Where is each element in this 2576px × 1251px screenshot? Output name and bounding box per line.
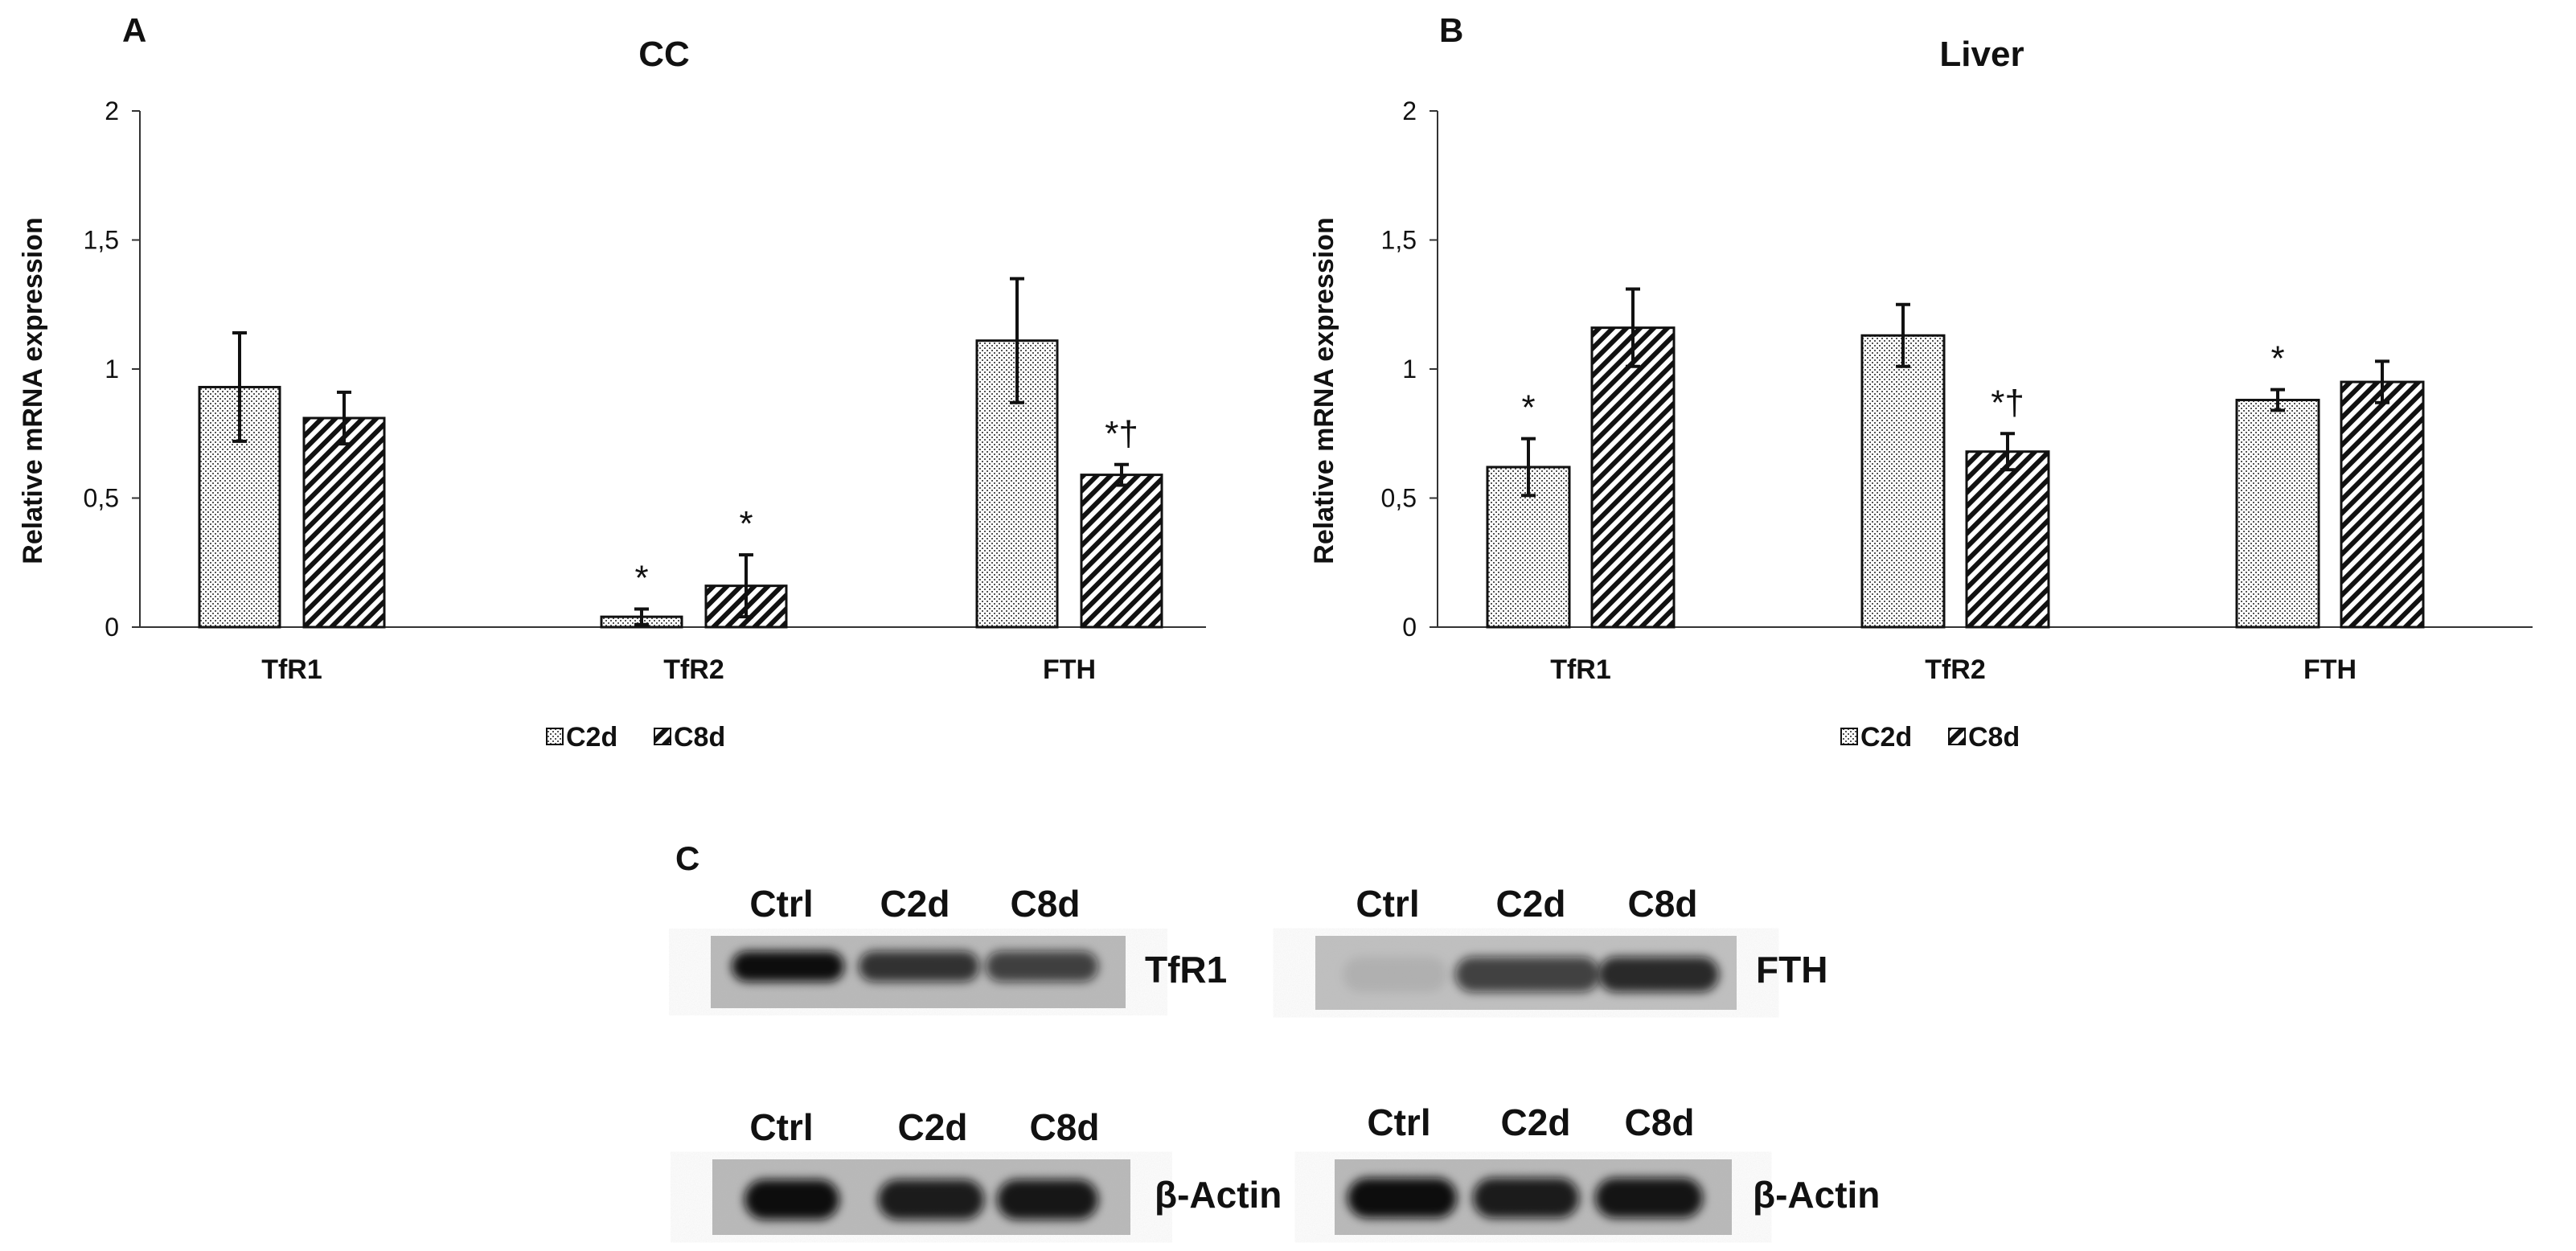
lane-label-ctrl: Ctrl xyxy=(749,883,813,925)
x-tick-label-tfr2: TfR2 xyxy=(1925,654,1986,685)
plot-area: 0 0,5 1 1,5 2 TfR1 TfR2 FTH * * *† xyxy=(84,96,1206,685)
chart-title: Liver xyxy=(1939,35,2024,74)
panel-label-c: C xyxy=(675,839,699,877)
legend-swatch-c8d xyxy=(654,728,671,745)
legend-label-c8d: C8d xyxy=(674,722,725,753)
plot-area: 0 0,5 1 1,5 2 TfR1 TfR2 FTH * * *† xyxy=(1381,96,2533,685)
band-c2d xyxy=(1455,957,1600,992)
y-tick-label: 1,5 xyxy=(1381,226,1417,255)
lane-label-c2d: C2d xyxy=(880,883,950,925)
legend-swatch-c2d xyxy=(1840,728,1858,745)
band-ctrl xyxy=(744,1179,839,1220)
x-tick-label-fth: FTH xyxy=(1043,654,1096,685)
lane-label-c8d: C8d xyxy=(1030,1106,1100,1148)
blot-bands xyxy=(732,951,1098,982)
band-ctrl xyxy=(732,951,844,982)
y-tick-label: 0 xyxy=(1402,613,1417,642)
blot-fth: Ctrl C2d C8d FTH xyxy=(1315,883,1827,1010)
blot-beta-actin-left: Ctrl C2d C8d β-Actin xyxy=(712,1106,1282,1235)
legend-label-c8d: C8d xyxy=(1968,722,2020,753)
blot-bands xyxy=(1347,1178,1703,1218)
significance-marker: * xyxy=(1521,388,1535,428)
bar-c2d-fth xyxy=(2235,399,2320,629)
band-c8d xyxy=(1598,957,1719,992)
lane-label-c2d: C2d xyxy=(1501,1101,1571,1143)
bar-c8d-tfr1 xyxy=(1590,326,1676,629)
band-ctrl xyxy=(1343,957,1447,992)
y-tick-label: 1 xyxy=(1402,355,1417,384)
blot-bands xyxy=(1343,957,1719,992)
bar-c8d-tfr2 xyxy=(1965,450,2050,629)
lane-label-ctrl: Ctrl xyxy=(749,1106,813,1148)
y-axis-label: Relative mRNA expression xyxy=(1309,217,1339,564)
band-c2d xyxy=(1473,1178,1579,1218)
lane-label-c8d: C8d xyxy=(1011,883,1081,925)
band-c8d xyxy=(997,1179,1098,1220)
bar-c8d-tfr1 xyxy=(302,416,386,629)
blot-beta-actin-right: Ctrl C2d C8d β-Actin xyxy=(1335,1101,1880,1235)
panel-label-b: B xyxy=(1439,11,1463,49)
x-tick-label-tfr2: TfR2 xyxy=(663,654,724,685)
bar-c2d-tfr2 xyxy=(1860,334,1946,629)
chart-title: CC xyxy=(638,35,690,74)
lane-label-c2d: C2d xyxy=(898,1106,968,1148)
x-tick-label-tfr1: TfR1 xyxy=(1550,654,1611,685)
bar-c8d-fth xyxy=(2340,380,2425,629)
chart-liver: Liver Relative mRNA expression 0 0,5 1 1,5 2… xyxy=(1309,35,2533,753)
y-tick-label: 0 xyxy=(105,613,119,642)
protein-label: β-Actin xyxy=(1753,1174,1880,1216)
significance-marker: *† xyxy=(1991,383,2024,422)
legend-label-c2d: C2d xyxy=(566,722,617,753)
legend-label-c2d: C2d xyxy=(1860,722,1912,753)
chart-cc: CC Relative mRNA expression 0 0,5 1 1,5 2 TfR… xyxy=(18,35,1206,753)
lane-label-ctrl: Ctrl xyxy=(1356,883,1419,925)
y-axis-label: Relative mRNA expression xyxy=(18,217,48,564)
y-tick-label: 1 xyxy=(105,355,119,384)
legend: C2d C8d xyxy=(1840,722,2020,753)
significance-marker: *† xyxy=(1105,414,1138,453)
lane-label-ctrl: Ctrl xyxy=(1367,1101,1430,1143)
band-c8d xyxy=(1595,1178,1703,1218)
y-tick-label: 0,5 xyxy=(84,484,119,513)
western-blot-panel: Ctrl C2d C8d TfR1 Ctrl C2d C8d FTH Ctrl … xyxy=(711,883,1880,1235)
y-tick-label: 0,5 xyxy=(1381,484,1417,513)
panel-label-a: A xyxy=(122,11,146,49)
band-ctrl xyxy=(1347,1178,1457,1218)
blot-tfr1: Ctrl C2d C8d TfR1 xyxy=(711,883,1227,1008)
y-tick-label: 2 xyxy=(1402,96,1417,125)
y-tick-label: 1,5 xyxy=(84,226,119,255)
x-tick-label-fth: FTH xyxy=(2303,654,2357,685)
protein-label: FTH xyxy=(1756,949,1827,991)
bar-c8d-fth xyxy=(1080,474,1163,629)
x-tick-label-tfr1: TfR1 xyxy=(261,654,322,685)
band-c8d xyxy=(986,951,1098,982)
legend-swatch-c2d xyxy=(546,728,564,745)
significance-marker: * xyxy=(2270,339,2284,379)
blot-bands xyxy=(744,1179,1098,1220)
protein-label: TfR1 xyxy=(1145,949,1227,991)
legend-swatch-c8d xyxy=(1948,728,1966,745)
band-c2d xyxy=(859,951,979,982)
legend: C2d C8d xyxy=(546,722,725,753)
significance-marker: * xyxy=(739,504,753,543)
lane-label-c2d: C2d xyxy=(1496,883,1566,925)
y-tick-label: 2 xyxy=(105,96,119,125)
significance-marker: * xyxy=(634,559,648,598)
band-c2d xyxy=(878,1179,984,1220)
protein-label: β-Actin xyxy=(1155,1174,1282,1216)
lane-label-c8d: C8d xyxy=(1628,883,1698,925)
lane-label-c8d: C8d xyxy=(1625,1101,1695,1143)
